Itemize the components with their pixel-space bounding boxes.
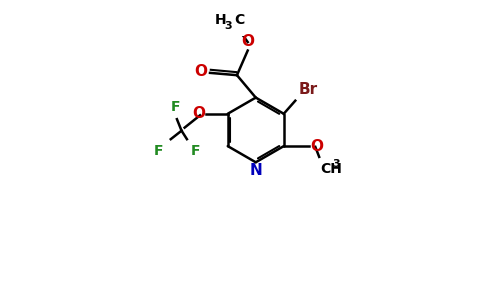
Text: H: H bbox=[214, 14, 226, 27]
Text: F: F bbox=[191, 144, 200, 158]
Text: 3: 3 bbox=[333, 159, 340, 169]
Text: C: C bbox=[235, 14, 245, 27]
Text: O: O bbox=[195, 64, 208, 79]
Text: O: O bbox=[310, 139, 323, 154]
Text: Br: Br bbox=[299, 82, 318, 97]
Text: O: O bbox=[241, 34, 254, 49]
Text: CH: CH bbox=[320, 161, 342, 176]
Text: 3: 3 bbox=[224, 20, 231, 31]
Text: F: F bbox=[171, 100, 180, 114]
Text: F: F bbox=[153, 144, 163, 158]
Text: N: N bbox=[249, 163, 262, 178]
Text: O: O bbox=[193, 106, 205, 121]
